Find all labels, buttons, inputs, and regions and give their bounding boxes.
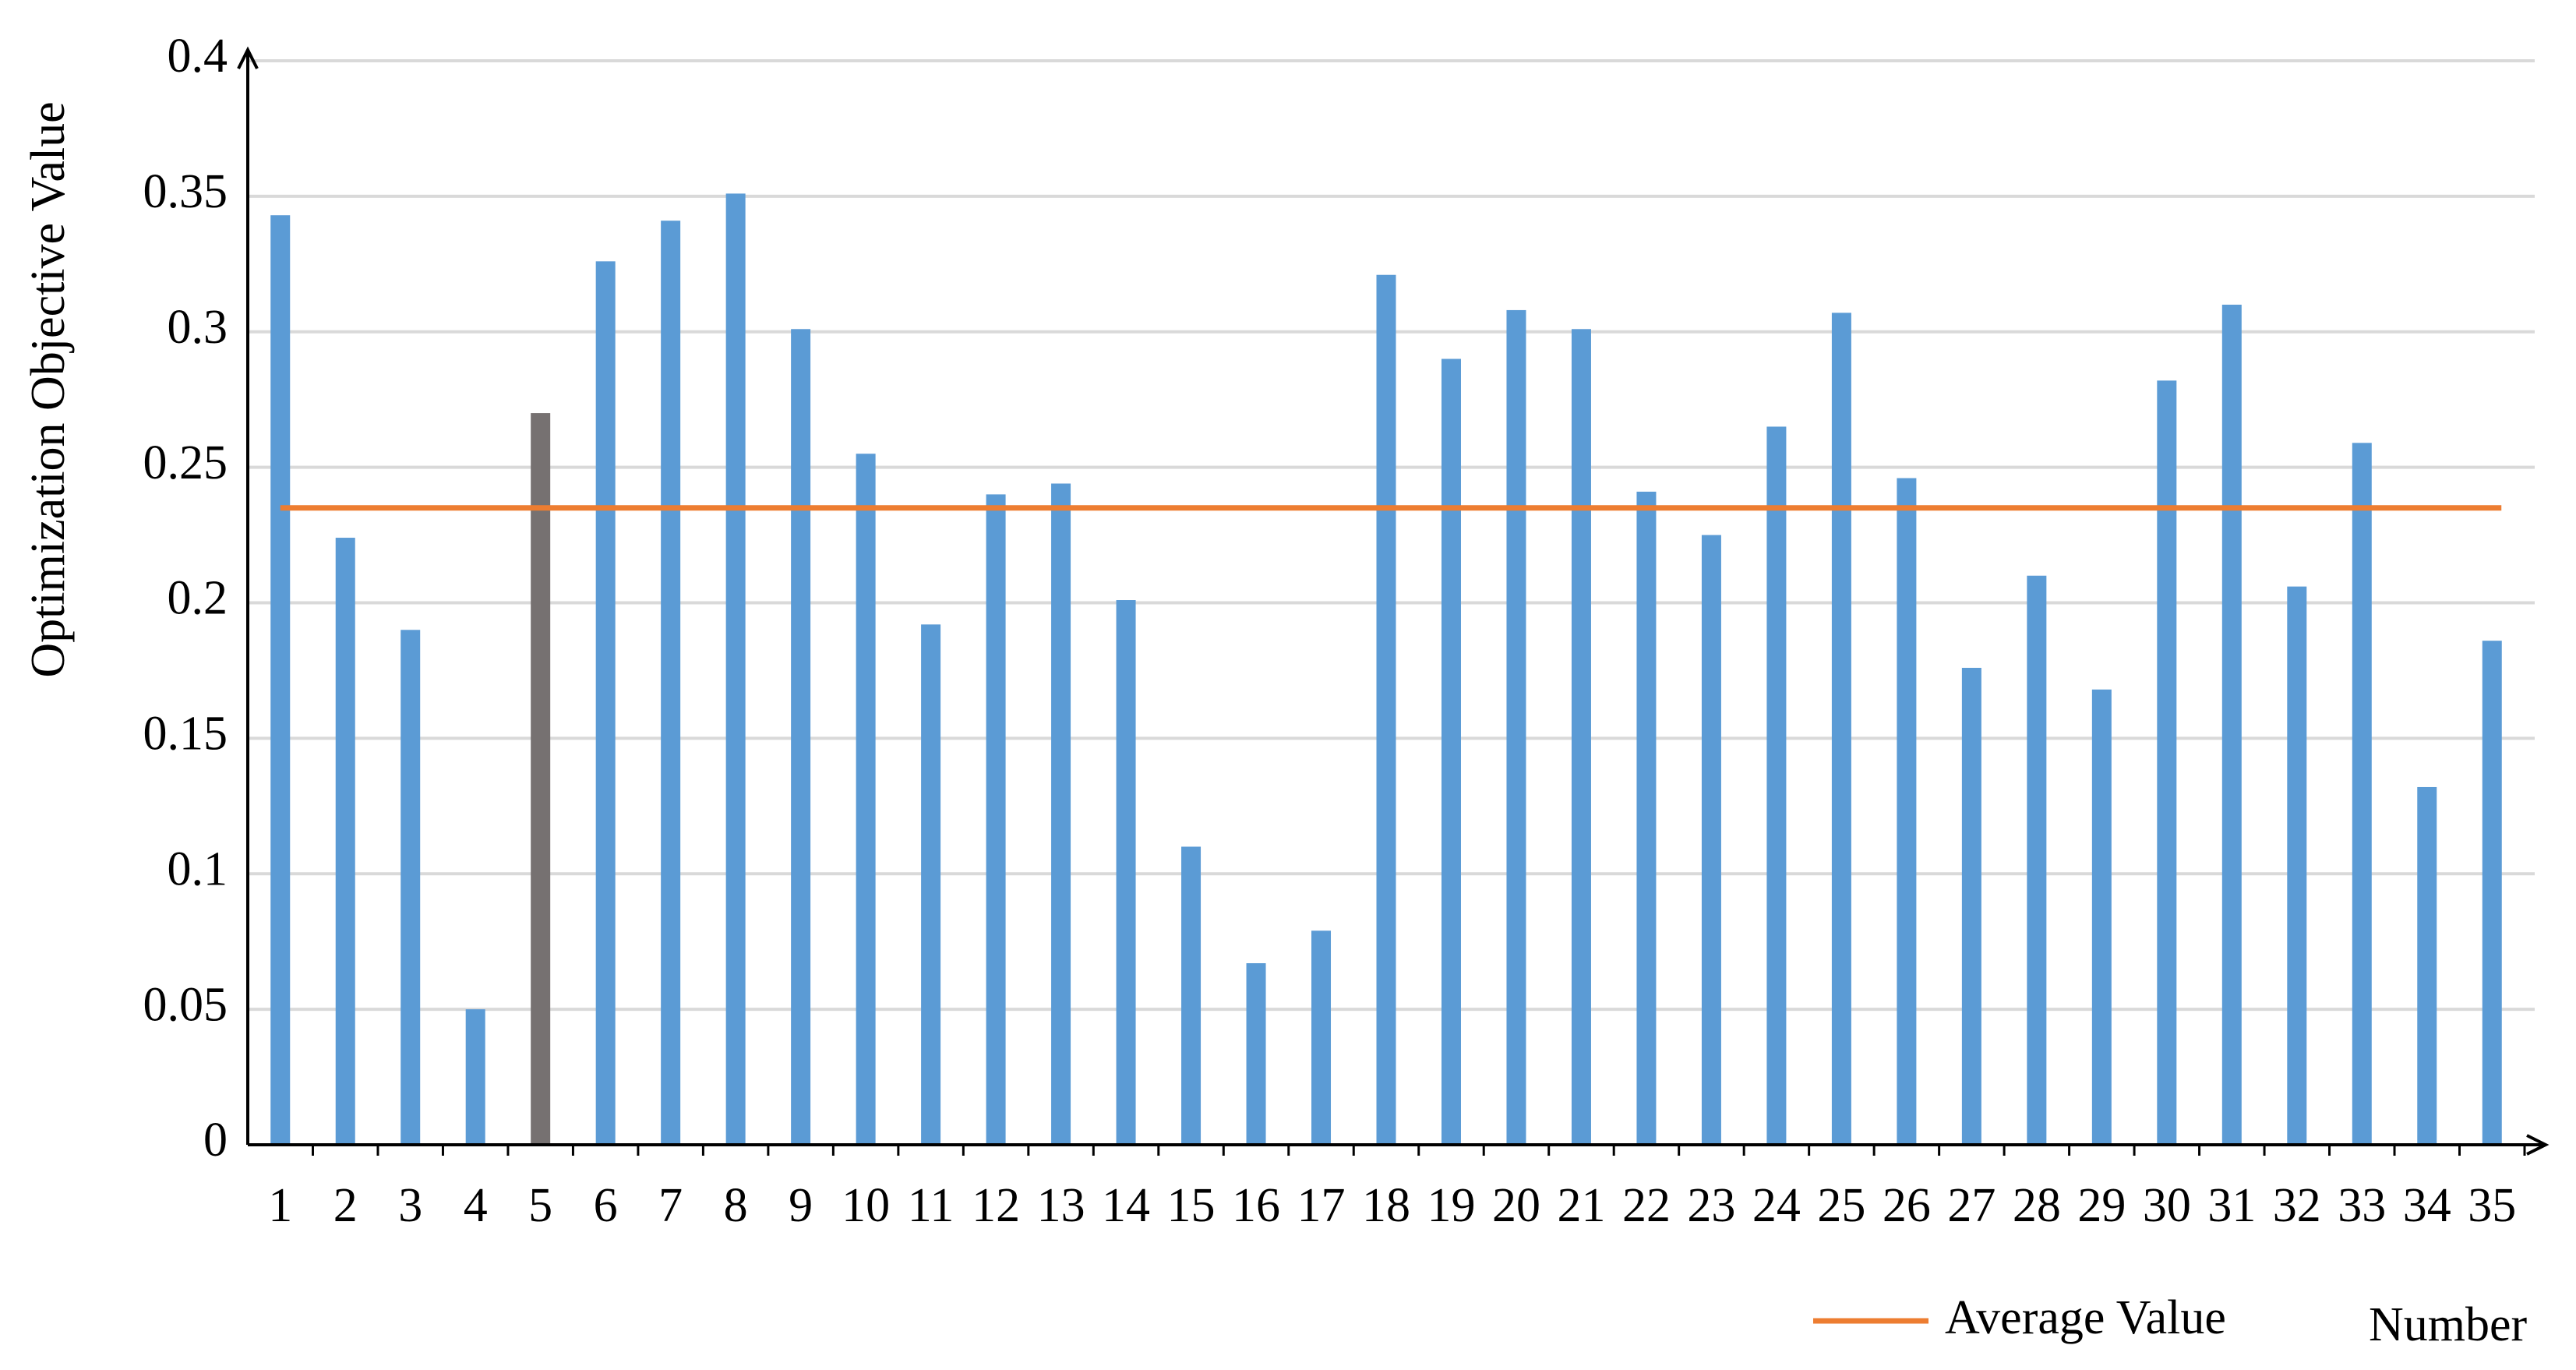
x-tick-label: 35: [2468, 1179, 2516, 1232]
x-tick-label: 25: [1817, 1179, 1865, 1232]
bar: [1636, 491, 1657, 1145]
x-tick-label: 19: [1427, 1179, 1475, 1232]
bar: [1766, 426, 1787, 1145]
x-tick-label: 21: [1557, 1179, 1605, 1232]
legend-label: Average Value: [1945, 1291, 2226, 1344]
x-tick-label: 22: [1622, 1179, 1671, 1232]
bar: [401, 630, 421, 1145]
x-tick-label: 23: [1687, 1179, 1735, 1232]
bar: [1051, 483, 1071, 1145]
x-tick-label: 34: [2403, 1179, 2451, 1232]
y-tick-label: 0.35: [143, 165, 228, 218]
x-tick-label: 18: [1362, 1179, 1410, 1232]
y-tick-label: 0.3: [168, 301, 228, 354]
x-tick-label: 29: [2077, 1179, 2126, 1232]
x-tick-label: 28: [2013, 1179, 2061, 1232]
bar: [1246, 963, 1266, 1145]
y-tick-label: 0.1: [168, 842, 228, 895]
bar: [921, 624, 941, 1145]
x-tick-label: 15: [1167, 1179, 1216, 1232]
y-axis-arrow: [237, 46, 259, 69]
x-tick-label: 4: [464, 1179, 488, 1232]
y-tick-label: 0.2: [168, 572, 228, 625]
bar: [595, 261, 616, 1146]
bar: [2027, 575, 2047, 1145]
y-axis-label: Optimization Objective Value: [22, 101, 75, 677]
bar: [986, 494, 1006, 1145]
bar: [1571, 329, 1591, 1146]
x-tick-label: 5: [528, 1179, 552, 1232]
x-tick-label: 1: [268, 1179, 292, 1232]
x-tick-label: 20: [1492, 1179, 1540, 1232]
bar: [1376, 274, 1396, 1145]
y-tick-label: 0.25: [143, 436, 228, 489]
bar: [661, 221, 681, 1145]
bar: [1181, 846, 1202, 1145]
bar: [791, 329, 811, 1146]
x-tick-label: 31: [2207, 1179, 2256, 1232]
x-tick-label: 12: [972, 1179, 1020, 1232]
bar: [2417, 786, 2437, 1145]
x-tick-label: 10: [842, 1179, 890, 1232]
y-tick-label: 0: [203, 1114, 228, 1167]
bar: [2287, 586, 2307, 1145]
x-tick-label: 2: [333, 1179, 358, 1232]
y-tick-label: 0.05: [143, 978, 228, 1031]
x-tick-label: 6: [594, 1179, 618, 1232]
bar: [856, 454, 876, 1145]
bar: [1116, 600, 1136, 1145]
x-tick-label: 30: [2143, 1179, 2191, 1232]
x-tick-label: 16: [1232, 1179, 1280, 1232]
x-tick-label: 32: [2273, 1179, 2321, 1232]
x-tick-label: 8: [724, 1179, 748, 1232]
y-tick-label: 0.4: [168, 30, 228, 83]
bar: [531, 413, 551, 1145]
y-tick-label: 0.15: [143, 708, 228, 761]
x-axis-arrow: [2526, 1134, 2550, 1156]
x-tick-label: 17: [1297, 1179, 1346, 1232]
x-tick-label: 7: [658, 1179, 683, 1232]
x-tick-label: 13: [1037, 1179, 1085, 1232]
bar: [1701, 535, 1721, 1145]
x-tick-label: 27: [1947, 1179, 1996, 1232]
bar: [1441, 358, 1461, 1145]
bar: [1897, 478, 1917, 1145]
bar: [725, 193, 746, 1146]
bar: [270, 215, 291, 1145]
bar: [2482, 641, 2502, 1145]
bar: [1961, 667, 1981, 1145]
x-axis-label: Number: [2369, 1298, 2528, 1351]
x-tick-label: 24: [1752, 1179, 1801, 1232]
bar: [1506, 309, 1526, 1146]
bar: [335, 538, 355, 1145]
x-tick-label: 3: [398, 1179, 422, 1232]
bar: [2157, 380, 2177, 1146]
x-tick-label: 9: [789, 1179, 813, 1232]
x-tick-label: 26: [1883, 1179, 1931, 1232]
x-tick-label: 14: [1102, 1179, 1150, 1232]
bar: [2221, 304, 2242, 1146]
bar: [1311, 930, 1332, 1145]
x-tick-label: 11: [908, 1179, 955, 1232]
bar: [2352, 443, 2372, 1145]
x-tick-label: 33: [2338, 1179, 2386, 1232]
bar: [465, 1009, 485, 1145]
bar: [1831, 312, 1851, 1146]
bar: [2091, 689, 2112, 1145]
